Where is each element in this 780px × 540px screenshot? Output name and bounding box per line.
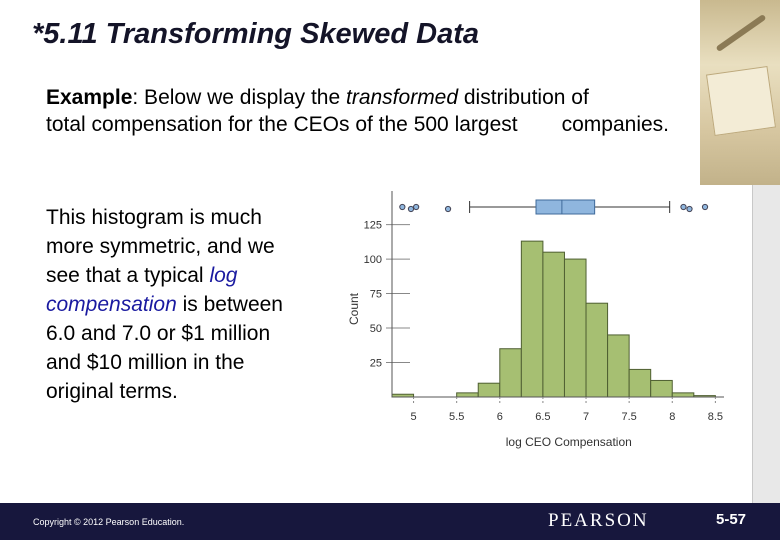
intro-line-1: Example: Below we display the transforme… (46, 84, 766, 111)
intro-paragraph: Example: Below we display the transforme… (46, 84, 766, 138)
histogram-bar-13 (671, 392, 695, 398)
example-label: Example (46, 86, 133, 109)
y-tick-label-100: 100 (364, 254, 382, 266)
slide-title: *5.11 Transforming Skewed Data (32, 18, 479, 50)
quill-icon (715, 13, 767, 53)
pearson-logo: PEARSON (548, 510, 649, 531)
boxplot-outlier-3 (444, 205, 452, 213)
x-tick-label-8: 8 (669, 411, 675, 423)
boxplot-outlier-0 (399, 203, 406, 211)
explanation-text-4b: is between (176, 293, 283, 316)
y-axis-label: Count (347, 292, 361, 325)
transformed-word: transformed (346, 86, 459, 109)
histogram-bar-6 (520, 240, 544, 398)
explanation-line-5: 6.0 and 7.0 or $1 million (46, 322, 271, 345)
corner-decoration-image (700, 0, 780, 185)
y-tick-label-25: 25 (370, 358, 382, 370)
x-axis-label: log CEO Compensation (506, 435, 632, 449)
y-tick-label-125: 125 (364, 220, 382, 232)
histogram-svg: 25 50 75 100 125 Count 5 5.5 6 6.5 7 7.5 8 8.5 log CEO… (347, 191, 724, 449)
histogram-bar-7 (542, 251, 565, 398)
boxplot-outlier-4 (680, 203, 687, 211)
histogram-bar-3 (456, 392, 479, 398)
boxplot-outlier-6 (701, 203, 709, 211)
log-word: log (209, 264, 238, 287)
intro-text-d: companies. (561, 113, 669, 136)
histogram-bar-9 (585, 302, 609, 398)
intro-text-c: total compensation for the CEOs of the 5… (46, 113, 518, 136)
intro-text-b: distribution of (458, 86, 589, 109)
x-tick-label-5.5: 5.5 (449, 411, 464, 423)
explanation-line-1: This histogram is much (46, 206, 262, 229)
footer-bar: Copyright © 2012 Pearson Education. PEAR… (0, 503, 780, 540)
side-decoration (752, 185, 780, 505)
y-tick-label-50: 50 (370, 323, 382, 335)
x-tick-label-7.5: 7.5 (621, 411, 636, 423)
histogram-bar-10 (607, 334, 630, 398)
x-tick-label-5: 5 (410, 411, 416, 423)
x-tick-label-6.5: 6.5 (535, 411, 550, 423)
slide-number: 5-57 (716, 511, 747, 528)
boxplot-outlier-2 (413, 203, 420, 211)
intro-text-a: : Below we display the (132, 86, 346, 109)
x-tick-label-6: 6 (497, 411, 503, 423)
boxplot-outlier-1 (407, 205, 415, 213)
histogram-bar-4 (477, 382, 501, 398)
explanation-text: This histogram is much more symmetric, a… (46, 203, 336, 406)
histogram-bar-11 (628, 368, 652, 398)
histogram-bar-12 (650, 379, 673, 398)
explanation-line-2: more symmetric, and we (46, 235, 275, 258)
intro-line-2: total compensation for the CEOs of the 5… (46, 111, 766, 138)
explanation-line-7: original terms. (46, 380, 178, 403)
histogram-chart: 25 50 75 100 125 Count 5 5.5 6 6.5 7 7.5 8 8.5 log CEO… (342, 185, 732, 460)
explanation-line-6: and $10 million in the (46, 351, 245, 374)
boxplot-outlier-5 (686, 205, 693, 213)
histogram-bar-8 (563, 258, 587, 398)
y-tick-label-75: 75 (370, 289, 382, 301)
x-tick-label-8.5: 8.5 (708, 411, 723, 423)
compensation-word: compensation (46, 293, 177, 316)
explanation-line-4: compensation is between (46, 290, 336, 319)
explanation-text-3a: see that a typical (46, 264, 210, 287)
explanation-line-3: see that a typical log (46, 261, 336, 290)
x-tick-label-7: 7 (583, 411, 589, 423)
boxplot-box (535, 199, 596, 215)
copyright-text: Copyright © 2012 Pearson Education. (33, 517, 185, 527)
histogram-bar-5 (499, 348, 522, 398)
